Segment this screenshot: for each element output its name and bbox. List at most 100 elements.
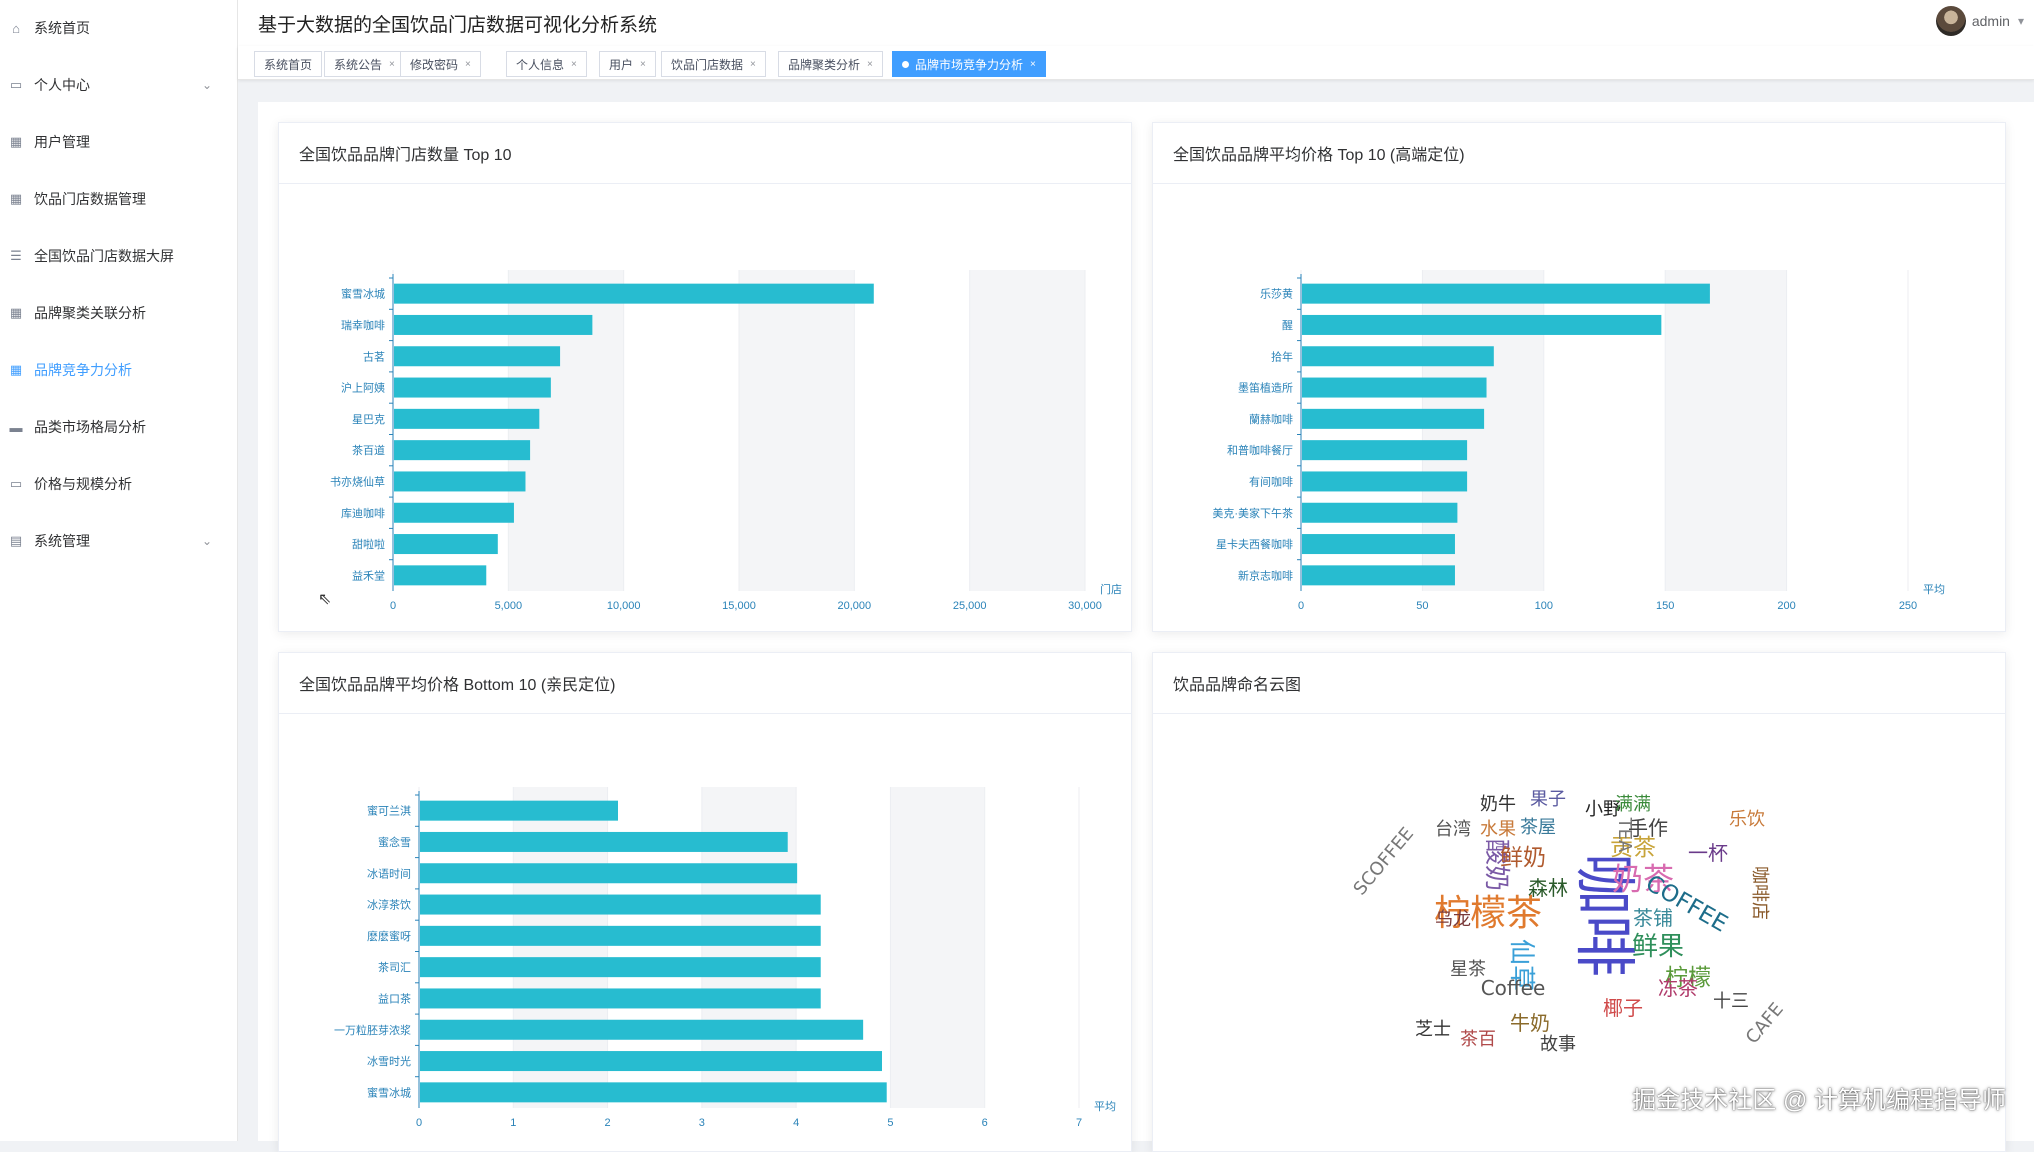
close-icon[interactable]: ×	[867, 59, 873, 70]
y-tick-label: 益禾堂	[352, 568, 385, 582]
sidebar-item-label: 全国饮品门店数据大屏	[34, 246, 174, 266]
sidebar-item-label: 系统管理	[34, 531, 90, 551]
sidebar-item-label: 品牌聚类关联分析	[34, 303, 146, 323]
divider	[279, 183, 1131, 184]
word-cloud-word: 芝士	[1415, 1019, 1451, 1040]
chart-title: 全国饮品品牌门店数量 Top 10	[299, 141, 512, 165]
word-cloud-word: 满满	[1615, 794, 1651, 815]
bar	[420, 863, 797, 883]
sidebar-item-5[interactable]: ▦ 品牌聚类关联分析	[0, 285, 238, 341]
sidebar-item-label: 品类市场格局分析	[34, 417, 146, 437]
close-icon[interactable]: ×	[571, 59, 577, 70]
tab-6[interactable]: 品牌聚类分析 ×	[778, 51, 883, 77]
word-cloud-word: 椰子	[1603, 996, 1643, 1020]
y-tick-label: 星巴克	[352, 413, 385, 426]
close-icon[interactable]: ×	[750, 59, 756, 70]
tab-2[interactable]: 修改密码 ×	[400, 51, 481, 77]
tab-label: 品牌聚类分析	[788, 56, 860, 73]
close-icon[interactable]: ×	[640, 59, 646, 70]
bar	[394, 440, 530, 460]
y-tick-label: 墨笛植造所	[1238, 381, 1293, 395]
y-tick-label: 茶司汇	[378, 961, 411, 974]
watermark: 掘金技术社区 @ 计算机编程指导师	[1632, 1080, 2006, 1115]
bar	[394, 534, 498, 554]
sidebar-item-4[interactable]: ☰全国饮品门店数据大屏	[0, 228, 238, 284]
word-cloud-word: SCOFFEE	[1350, 823, 1419, 899]
y-tick-label: 一万粒胚芽浓浆	[334, 1023, 411, 1037]
bar	[394, 315, 592, 335]
bar	[1302, 534, 1455, 554]
word-cloud-word: TEA	[1614, 817, 1635, 853]
tab-3[interactable]: 个人信息×	[506, 51, 587, 77]
tab-5[interactable]: 饮品门店数据×	[661, 51, 766, 77]
header: 基于大数据的全国饮品门店数据可视化分析系统 admin ▾	[238, 0, 2034, 46]
word-cloud-word: 乌龙	[1435, 909, 1471, 930]
bar	[420, 957, 821, 977]
x-tick-label: 7	[1076, 1117, 1082, 1129]
x-tick-label: 250	[1899, 600, 1917, 612]
bar	[1302, 471, 1467, 491]
word-cloud-word: 森林	[1528, 876, 1568, 900]
y-tick-label: 蘭赫咖啡	[1249, 412, 1293, 426]
settings-icon: ▤	[8, 534, 24, 548]
x-tick-label: 20,000	[838, 600, 872, 612]
id-card-icon: ▭	[8, 78, 24, 92]
y-tick-label: 星卡夫西餐咖啡	[1216, 537, 1293, 551]
chat-icon: ▬	[8, 420, 24, 434]
sidebar-item-9[interactable]: ▤ 系统管理 ⌄	[0, 513, 238, 569]
avatar[interactable]	[1936, 6, 1966, 36]
user-menu[interactable]: admin ▾	[1936, 6, 2024, 36]
chevron-down-icon[interactable]: ⌄	[202, 78, 212, 92]
y-tick-label: 蜜可兰淇	[367, 804, 411, 818]
word-cloud-word: 奶牛	[1480, 794, 1516, 815]
x-tick-label: 0	[416, 1117, 422, 1129]
chevron-down-icon[interactable]: ⌄	[202, 534, 212, 548]
tab-4[interactable]: 用户×	[599, 51, 656, 77]
x-axis-label: 平均	[1923, 583, 1945, 596]
tab-label: 品牌市场竞争力分析	[915, 56, 1023, 73]
sidebar-item-1[interactable]: ▭个人中心⌄	[0, 57, 238, 113]
sidebar-item-label: 饮品门店数据管理	[34, 189, 146, 209]
sidebar-item-7[interactable]: ▬ 品类市场格局分析	[0, 399, 238, 455]
sidebar-item-3[interactable]: ▦ 饮品门店数据管理	[0, 171, 238, 227]
sidebar-item-2[interactable]: ▦用户管理	[0, 114, 238, 170]
grid-icon: ▦	[8, 192, 24, 206]
close-icon[interactable]: ×	[389, 59, 395, 70]
user-name[interactable]: admin	[1972, 13, 2010, 29]
word-cloud-word: Coffee	[1481, 976, 1546, 1000]
word-cloud-word: 茶百	[1460, 1029, 1496, 1050]
tab-1[interactable]: 系统公告×	[324, 51, 405, 77]
sidebar-item-8[interactable]: ▭价格与规模分析	[0, 456, 238, 512]
tab-0[interactable]: 系统首页	[254, 51, 322, 77]
tab-7[interactable]: 品牌市场竞争力分析 ×	[892, 51, 1046, 77]
y-tick-label: 有间咖啡	[1249, 474, 1293, 488]
monitor-icon: ▭	[8, 477, 24, 491]
brand-name-wordcloud: 咖啡柠檬茶奶茶酸奶鲜果仙草鲜奶COFFEE贡茶柠檬茶铺Coffee手作森林冻茶椰…	[1153, 715, 2007, 1142]
x-tick-label: 200	[1777, 600, 1795, 612]
sidebar-item-6[interactable]: ▦品牌竞争力分析	[0, 342, 238, 398]
word-cloud-word: 鲜奶	[1500, 845, 1546, 871]
sidebar-item-0[interactable]: ⌂系统首页	[0, 0, 238, 56]
x-tick-label: 10,000	[607, 600, 641, 612]
tab-label: 修改密码	[410, 56, 458, 73]
x-tick-label: 50	[1416, 600, 1428, 612]
grid-icon: ▦	[8, 306, 24, 320]
word-cloud-word: 冻茶	[1658, 976, 1698, 1000]
word-cloud-word: 故事	[1540, 1034, 1576, 1055]
close-icon[interactable]: ×	[465, 59, 471, 70]
home-icon: ⌂	[8, 21, 24, 35]
x-tick-label: 100	[1535, 600, 1553, 612]
y-tick-label: 美克·美家下午茶	[1212, 506, 1293, 520]
chevron-down-icon[interactable]: ▾	[2018, 14, 2024, 28]
bar	[1302, 346, 1494, 366]
y-tick-label: 瑞幸咖啡	[341, 318, 385, 332]
grid-icon: ▦	[8, 363, 24, 377]
close-icon[interactable]: ×	[1030, 59, 1036, 70]
bar	[420, 832, 788, 852]
word-cloud-word: 乐饮	[1729, 809, 1765, 830]
